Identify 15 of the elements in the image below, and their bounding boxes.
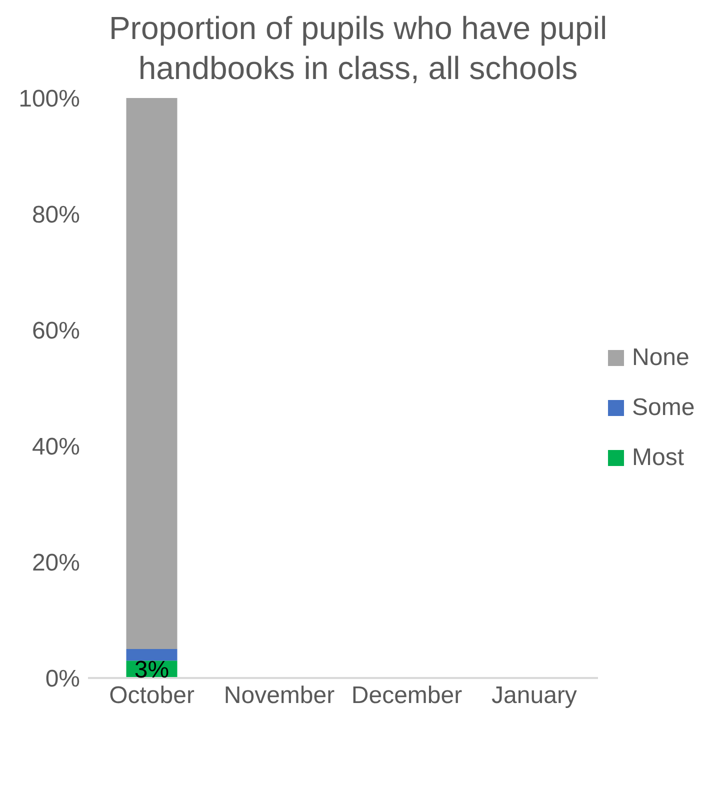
x-tick-label: December — [351, 682, 462, 710]
y-tick-label: 60% — [32, 318, 80, 345]
chart-title: Proportion of pupils who have pupil handbooks in class, all schools — [108, 10, 608, 86]
legend-label: None — [632, 344, 690, 372]
y-tick-label: 100% — [18, 86, 80, 113]
legend-label: Most — [632, 444, 684, 472]
y-tick-label: 0% — [45, 666, 80, 693]
x-tick-label: October — [109, 682, 194, 710]
y-tick-label: 40% — [32, 434, 80, 461]
x-tick-label: January — [492, 682, 577, 710]
data-label: 3% — [134, 656, 170, 684]
legend-label: Some — [632, 394, 695, 422]
y-tick-label: 20% — [32, 550, 80, 577]
x-tick-label: November — [224, 682, 335, 710]
y-tick-label: 80% — [32, 202, 80, 229]
